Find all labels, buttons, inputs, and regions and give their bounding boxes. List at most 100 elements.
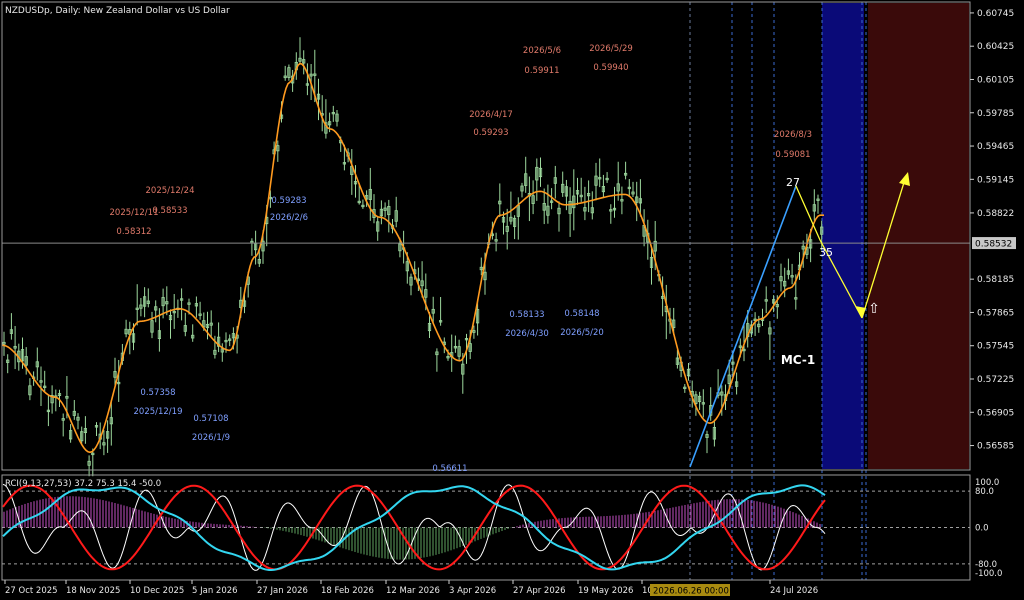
rci-13-line [2,484,826,571]
blue-zone [822,3,864,469]
candle [524,173,528,186]
candle [2,341,6,345]
candle [753,318,757,321]
candle [368,188,372,200]
rci-level-label: 100.0 [975,478,999,488]
candle [483,271,487,281]
candle [757,323,761,328]
candle [612,207,617,211]
candle [790,275,794,278]
candle [24,356,28,366]
candle [209,322,213,326]
high-date-label: 2026/5/6 [523,46,561,56]
price-tick-label: 0.56905 [977,408,1014,418]
candle [764,299,768,302]
candle [590,207,594,214]
up-arrow-icon: ⇧ [868,301,880,317]
price-tick-label: 0.59145 [977,175,1014,185]
time-tick-label: 3 Apr 2026 [449,586,496,596]
candle [172,310,176,314]
candle [438,320,443,323]
main-panel-border [1,1,971,471]
candle [309,73,313,77]
candle [331,111,335,115]
candle [575,190,580,195]
candle [183,325,187,332]
rci-level-label: 80.0 [975,487,994,497]
candle [87,460,91,466]
rci-label: RCI(9,13,27,53) 37.2 75.3 15.4 -50.0 [5,479,161,489]
candle [786,270,791,275]
candle [257,259,261,264]
candle [513,217,517,227]
time-tick-label: 19 May 2026 [578,586,633,596]
candle [376,221,380,232]
low-price-label: 0.56611 [432,464,467,474]
low-price-label: 0.57358 [140,388,175,398]
candle [409,276,413,286]
candle [131,333,136,343]
candle [686,368,691,377]
price-tick-label: 0.56585 [977,442,1014,452]
candle [546,205,550,216]
candle [313,73,317,76]
high-date-label: 2025/12/24 [146,186,195,196]
candle [161,297,165,307]
candle [768,327,772,335]
candle [579,194,583,198]
candle [150,320,154,333]
candle [165,301,169,305]
candle [649,256,654,268]
candle [812,204,816,212]
candle [631,191,635,195]
candle [738,345,742,348]
high-date-label: 2026/5/29 [589,44,633,54]
candle [701,402,705,405]
candle [316,93,321,100]
price-tick-label: 0.57545 [977,342,1014,352]
candle [342,162,347,165]
low-date-label: 2026/1/9 [192,433,230,443]
low-price-label: 0.58133 [509,310,544,320]
candle [220,348,224,353]
candle [675,357,680,365]
candle [568,200,572,214]
candle [76,416,80,421]
price-tick-label: 0.60745 [977,9,1014,19]
candle [228,338,232,341]
time-tick-label: 18 Feb 2026 [321,586,374,596]
candle [6,359,10,363]
candle [561,183,565,193]
candle [179,298,184,301]
candle [109,417,113,425]
high-date-label: 2026/8/3 [774,130,812,140]
candle [431,308,435,314]
candle [102,442,106,446]
current-price-label: 0.58532 [975,240,1012,250]
candle [494,239,498,242]
candle [50,395,54,404]
candle [305,83,310,86]
candle [213,349,217,355]
trend-line [689,185,797,468]
time-tick-label: 18 Nov 2025 [66,586,120,596]
candle [801,245,805,250]
candle [398,243,402,252]
candle [83,428,87,434]
candle [43,385,47,388]
red-zone [868,3,969,469]
candle [113,371,117,378]
candle [224,339,228,343]
candle [61,418,65,421]
candle [198,313,202,316]
time-tick-label: 10 [642,586,653,596]
candle [587,193,591,197]
candle [816,198,820,201]
price-tick-label: 0.60425 [977,42,1014,52]
mc-zone-label: MC-1 [781,353,815,367]
time-tick-label: 10 Dec 2025 [130,586,184,596]
candle [620,199,624,202]
forecast-path-down [795,185,863,319]
candle [683,386,687,390]
